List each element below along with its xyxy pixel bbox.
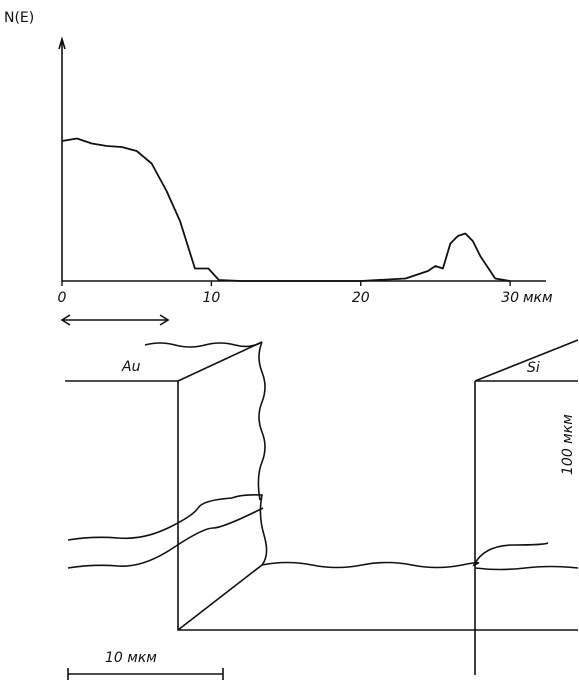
scale-label: 10 мкм <box>105 650 157 666</box>
block-label: Au <box>121 359 141 375</box>
x-tick-label: 0 <box>58 290 67 306</box>
height-label: 100 мкм <box>560 414 576 475</box>
x-tick-label: 20 <box>352 290 370 306</box>
x-axis-label: мкм <box>523 290 553 306</box>
y-axis-label: N(E) <box>4 10 34 26</box>
diagram: Au Si 100 мкм 10 мкм <box>62 315 578 680</box>
figure: N(E) мкм Au Si 100 мкм 10 мкм 0 10 20 30 <box>0 0 579 681</box>
axes <box>59 39 546 281</box>
x-tick-label: 10 <box>202 290 220 306</box>
block-label: Si <box>527 360 540 376</box>
x-tick-label: 30 <box>501 290 519 306</box>
data-line <box>62 139 510 282</box>
